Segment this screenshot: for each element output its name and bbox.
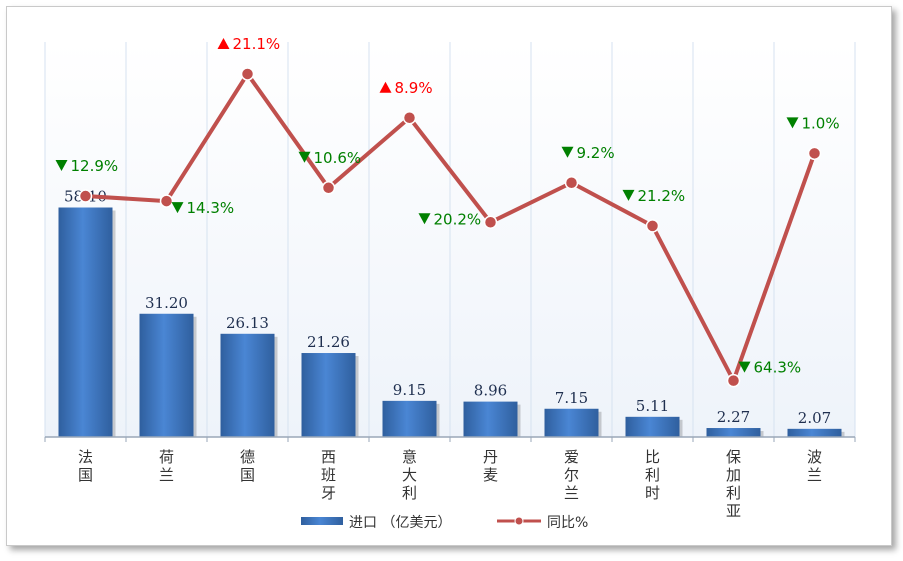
yoy-label: 64.3%: [754, 359, 802, 377]
bar-value-label: 5.11: [636, 397, 669, 415]
down-arrow-icon: [622, 189, 635, 201]
bar: [463, 401, 518, 437]
category-label: 西班牙: [321, 448, 336, 502]
category-label: 爱尔兰: [564, 448, 579, 502]
line-data-labels: 12.9% 14.3% 21.1% 10.6% 8.9% 20.2% 9.2% 21.2% 64…: [55, 35, 840, 377]
bar: [139, 313, 194, 437]
yoy-label: 12.9%: [71, 157, 119, 175]
line-marker: [645, 219, 660, 233]
line-series: [78, 67, 822, 388]
category-label: 德国: [240, 448, 255, 484]
category-label: 丹麦: [483, 448, 498, 484]
yoy-label: 8.9%: [395, 79, 433, 97]
grid-lines: [44, 42, 856, 437]
up-arrow-icon: [379, 81, 392, 93]
bar-value-label: 21.26: [307, 333, 350, 351]
up-arrow-icon: [217, 37, 230, 49]
yoy-label: 9.2%: [577, 144, 615, 162]
down-arrow-icon: [738, 361, 751, 373]
bar: [706, 428, 761, 437]
line-marker: [321, 181, 336, 195]
bar-value-label: 8.96: [474, 382, 507, 400]
bar-value-label: 31.20: [145, 294, 188, 312]
down-arrow-icon: [171, 202, 184, 214]
line-marker: [159, 194, 174, 208]
bar-series: [58, 207, 845, 437]
legend: 进口 （亿美元） 同比%: [301, 515, 588, 531]
bar: [787, 428, 842, 437]
bar-data-labels: 58.1031.2026.1321.269.158.967.155.112.27…: [64, 188, 831, 427]
category-label: 保加利亚: [726, 448, 741, 520]
yoy-label: 14.3%: [187, 199, 235, 217]
legend-bar-label: 进口 （亿美元）: [349, 515, 451, 531]
yoy-label: 10.6%: [314, 149, 362, 167]
bar-value-label: 7.15: [555, 389, 588, 407]
yoy-label: 1.0%: [802, 114, 840, 132]
bar: [544, 408, 599, 437]
bar-value-label: 9.15: [393, 381, 426, 399]
down-arrow-icon: [55, 160, 68, 172]
line-marker: [402, 111, 417, 125]
yoy-label: 20.2%: [434, 210, 482, 228]
line-marker: [240, 67, 255, 81]
down-arrow-icon: [418, 213, 431, 225]
yoy-label: 21.1%: [233, 35, 281, 53]
bar-value-label: 2.07: [798, 409, 831, 427]
category-label: 荷兰: [159, 448, 174, 484]
category-label: 比利时: [645, 448, 660, 502]
legend-line-marker: [514, 516, 524, 526]
series-line: [83, 71, 817, 383]
line-marker: [78, 189, 93, 203]
down-arrow-icon: [561, 146, 574, 158]
bar: [625, 416, 680, 437]
category-label: 意大利: [402, 448, 417, 502]
yoy-label: 21.2%: [638, 187, 686, 205]
bar: [382, 400, 437, 437]
legend-bar-swatch: [301, 517, 343, 525]
category-labels: 法国 荷兰 德国 西班牙 意大利 丹麦 爱尔兰 比利时 保加利亚 波兰: [78, 448, 822, 520]
line-marker: [483, 215, 498, 230]
bar: [220, 333, 275, 437]
legend-line-label: 同比%: [547, 515, 588, 531]
line-marker: [807, 146, 822, 161]
bar: [301, 353, 356, 437]
down-arrow-icon: [298, 151, 311, 163]
down-arrow-icon: [786, 117, 799, 129]
line-marker: [726, 373, 741, 388]
category-label: 法国: [78, 448, 93, 484]
category-label: 波兰: [807, 448, 822, 484]
bar: [58, 207, 113, 437]
x-axis-ticks: [44, 437, 856, 442]
line-marker: [564, 176, 579, 190]
bar-value-label: 26.13: [226, 314, 269, 332]
bar-value-label: 2.27: [717, 408, 750, 426]
